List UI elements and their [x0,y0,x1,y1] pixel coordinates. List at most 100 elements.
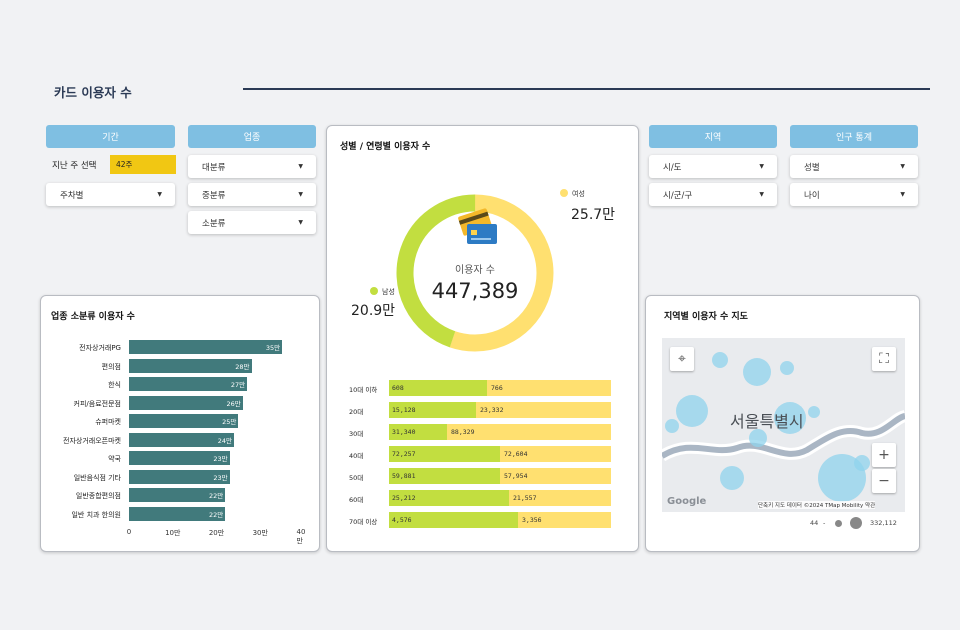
age-row-label: 60대 [349,496,364,504]
age-bar-male-value: 608 [392,384,404,392]
age-label: 나이 [804,190,820,201]
age-bar-female: 59,881 57,954 [389,468,611,484]
x-tick-label: 30만 [252,529,268,537]
female-legend-label: 여성 [572,190,585,198]
region-map[interactable]: 서울특별시 ⌖ ⛶ + − Google 단축키 지도 데이터 ©2024 TM… [662,338,905,512]
bar-value-label: 26만 [226,399,241,408]
age-bar-male [389,402,476,418]
industry-bar[interactable]: 25만 [129,414,239,428]
age-bar-male [389,424,447,440]
age-bar-female: 25,212 21,557 [389,490,611,506]
map-title: 지역별 이용자 수 지도 [664,312,748,322]
chevron-down-icon: ▼ [157,191,162,198]
zoom-in-button[interactable]: + [872,443,896,467]
age-bar-female: 608 766 [389,380,611,396]
industry-small-dropdown[interactable]: 소분류 ▼ [188,211,316,234]
industry-bar[interactable]: 22만 [129,488,226,502]
chevron-down-icon: ▼ [759,191,764,198]
age-bar-male-value: 25,212 [392,494,416,502]
gender-donut-chart [370,189,568,352]
demographic-filter-header: 인구 통계 [790,125,918,148]
bubble-songpa [854,455,870,471]
bar-value-label: 28만 [235,362,250,371]
industry-medium-label: 중분류 [202,190,226,201]
fullscreen-icon[interactable]: ⛶ [872,347,896,371]
map-legend-large-dot [850,517,862,529]
title-divider [243,88,930,90]
chevron-down-icon: ▼ [298,219,303,226]
industry-bar[interactable]: 28만 [129,358,252,373]
map-city-label: 서울특별시 [730,412,804,431]
x-tick-label: 20만 [208,529,225,537]
bar-value-label: 25만 [222,418,237,426]
granularity-dropdown-label: 주차별 [60,190,84,201]
bar-category-label: 커피/음료전문점 [73,399,121,408]
zoom-out-button[interactable]: − [872,469,896,493]
industry-bar[interactable]: 24만 [129,432,234,447]
age-bar-female-value: 3,356 [522,516,542,524]
period-filter-header: 기간 [46,125,175,148]
age-row-label: 30대 [349,430,364,438]
sido-dropdown[interactable]: 시/도 ▼ [649,155,777,178]
industry-bar[interactable]: 23만 [129,451,230,465]
gender-age-card: 성별 / 연령별 이용자 수 여성 25.7만 남성 20.9만 이용자 수 4… [326,125,639,552]
age-bar-female: 4,576 3,356 [389,512,611,528]
week-selector[interactable]: 42주 [110,155,176,174]
age-bar-female-value: 21,557 [513,494,537,502]
region-filter-header: 지역 [649,125,777,148]
age-bar-female-value: 766 [491,384,503,392]
bar-value-label: 24만 [217,436,232,445]
gender-label: 성별 [804,162,820,173]
industry-medium-dropdown[interactable]: 중분류 ▼ [188,183,316,206]
age-dropdown[interactable]: 나이 ▼ [790,183,918,206]
page-title: 카드 이용자 수 [54,85,132,100]
age-row-label: 40대 [349,452,364,460]
bubble-yeongdeungpo [720,466,744,490]
age-bar-female: 31,340 88,329 [389,424,611,440]
bar-category-label: 편의점 [101,362,121,371]
age-bar-male [389,490,509,506]
period-label: 지난 주 선택 [52,161,97,171]
sigungu-dropdown[interactable]: 시/군/구 ▼ [649,183,777,206]
industry-chart-title: 업종 소분류 이용자 수 [51,312,135,322]
bubble-jung [774,402,806,434]
granularity-dropdown[interactable]: 주차별 ▼ [46,183,175,206]
industry-bar[interactable]: 22만 [129,506,226,521]
map-legend-dash: - [823,519,826,527]
x-tick-label: 40만 [296,528,306,545]
bar-category-label: 전자상거래오픈마켓 [63,436,121,445]
my-location-icon[interactable]: ⌖ [670,347,694,371]
map-attribution[interactable]: 단축키 지도 데이터 ©2024 TMap Mobility 약관 [758,501,876,509]
x-tick-label: 10만 [165,529,181,537]
industry-large-dropdown[interactable]: 대분류 ▼ [188,155,316,178]
industry-bar[interactable]: 23만 [129,469,230,484]
bar-category-label: 약국 [108,455,121,463]
age-bar-female: 72,257 72,604 [389,446,611,462]
male-legend-dot [370,287,378,295]
industry-chart-card: 업종 소분류 이용자 수 전자상거래PG 35만 편의점 28만 한식 27만 커피/음료전… [40,295,320,552]
map-legend-min: 44 [810,519,819,527]
industry-bar[interactable]: 27만 [129,377,248,391]
female-legend-dot [560,189,568,197]
industry-bar[interactable]: 26만 [129,395,243,410]
age-row-label: 10대 이하 [349,386,378,394]
bar-value-label: 27만 [230,381,246,389]
gender-dropdown[interactable]: 성별 ▼ [790,155,918,178]
age-bar-male [389,468,500,484]
bar-category-label: 일반종합편의점 [75,492,121,500]
bubble-dongdaemun [749,429,767,447]
female-value: 25.7만 [571,207,616,223]
age-bar-male [389,512,518,528]
bar-category-label: 전자상거래PG [79,344,121,352]
industry-bar[interactable]: 35만 [129,340,283,354]
industry-filter-header: 업종 [188,125,316,148]
age-bar-female: 15,128 23,332 [389,402,611,418]
chevron-down-icon: ▼ [900,163,905,170]
age-bar-male [389,380,487,396]
bubble-seongdong [780,361,794,375]
male-legend-label: 남성 [382,288,395,296]
map-legend-small-dot [835,520,842,527]
map-background [662,338,905,512]
x-tick-label: 0 [126,528,132,536]
age-row-label: 50대 [349,474,364,482]
